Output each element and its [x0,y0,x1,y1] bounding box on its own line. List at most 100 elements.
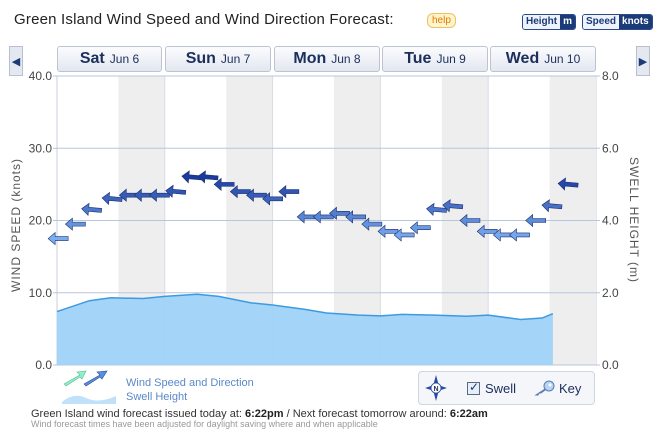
wind-arrow [361,217,383,231]
compass-icon[interactable]: N [424,374,448,402]
wind-arrow [409,221,431,235]
day-date: Jun 7 [220,52,251,66]
wind-arrow [312,210,334,224]
help-link[interactable]: help [427,13,456,28]
wind-arrow [197,170,219,184]
issued-prefix: Green Island wind forecast issued today … [31,408,242,420]
swell-line [56,293,554,321]
wind-arrow [262,192,283,206]
day-date: Jun 6 [109,52,140,66]
y-axis-right-label: SWELL HEIGHT (m) [624,150,644,290]
y-tick-right: 8.0 [602,69,619,83]
day-tab-wed[interactable]: Wed Jun 10 [490,46,596,72]
height-unit-toggle[interactable]: Height m [522,14,577,30]
wind-arrow [278,184,300,199]
y-tick-right: 2.0 [602,286,619,300]
y-tick-left: 20.0 [29,214,53,228]
day-tab-mon[interactable]: Mon Jun 8 [274,46,380,72]
y-axis-left-text: WIND SPEED (knots) [9,157,23,293]
plot-area [56,75,597,366]
day-name: Mon [293,50,327,67]
wind-arrow [557,177,579,191]
swell-toggle[interactable]: ✓ Swell [467,380,517,396]
daylight-saving-note: Wind forecast times have been adjusted f… [31,419,378,429]
wind-arrow [81,202,103,216]
y-axis-right-text: SWELL HEIGHT (m) [627,156,641,284]
wind-arrow [509,228,530,242]
next-time: 6:22am [449,408,488,420]
wind-arrow [118,188,140,202]
key-button[interactable]: Key [533,380,581,396]
day-date: Jun 9 [436,52,466,66]
y-tick-left: 40.0 [29,69,53,83]
speed-unit-label: Speed [583,15,620,29]
y-tick-left: 0.0 [35,358,52,372]
day-tab-tue[interactable]: Tue Jun 9 [382,46,488,72]
night-band [441,76,489,365]
wind-arrow [525,213,547,228]
legend-arrow-light-icon [63,370,87,387]
wind-arrow [64,217,86,231]
wind-arrow [492,228,514,242]
night-band [226,76,273,365]
wind-arrow [47,231,69,246]
legend-swell-swatch [62,395,116,404]
wind-arrow [393,228,415,242]
legend-graphic [62,370,116,404]
swell-checkbox[interactable]: ✓ [467,380,480,395]
right-arrow-icon: ▶ [638,55,648,68]
wind-arrow [541,199,563,213]
night-band [549,76,596,365]
legend-arrow-dark-icon [83,370,108,387]
wind-arrow [426,202,447,216]
day-date: Jun 10 [544,52,581,66]
speed-unit-value: knots [619,15,652,29]
issued-note: Green Island wind forecast issued today … [31,408,488,420]
checkmark-icon: ✓ [469,380,480,394]
next-prefix: / Next forecast tomorrow around: [286,408,447,420]
wind-arrow [442,199,464,213]
day-name: Sat [79,50,105,67]
day-name: Wed [505,50,540,67]
y-tick-right: 4.0 [602,214,619,228]
next-days-button[interactable]: ▶ [636,46,650,76]
height-unit-value: m [560,15,576,29]
key-label: Key [559,380,582,396]
wind-arrow [181,170,203,184]
y-axis-left-label: WIND SPEED (knots) [6,150,26,300]
y-tick-left: 30.0 [29,141,53,155]
night-band [334,76,381,365]
chart-controls [418,371,595,405]
wind-arrow [345,210,366,224]
legend-wind-label: Wind Speed and Direction [126,377,254,389]
y-tick-left: 10.0 [29,286,53,300]
swell-toggle-label: Swell [485,381,517,396]
issued-time: 6:22pm [245,408,284,420]
page-title: Green Island Wind Speed and Wind Directi… [14,11,394,28]
wind-arrow [229,184,251,199]
day-name: Tue [404,50,432,67]
y-tick-right: 6.0 [602,141,619,155]
legend-swell-label: Swell Height [126,391,188,403]
day-name: Sun [185,50,216,67]
day-date: Jun 8 [331,52,361,66]
y-tick-right: 0.0 [602,358,619,372]
swell-area [57,294,553,365]
day-tab-sun[interactable]: Sun Jun 7 [165,46,271,72]
height-unit-label: Height [523,15,561,29]
left-arrow-icon: ◀ [11,55,21,68]
prev-days-button[interactable]: ◀ [9,46,23,76]
wind-arrow [165,184,187,198]
wind-arrow [246,188,267,202]
wind-arrow [101,191,123,206]
wind-arrow [133,188,155,202]
wind-arrow [149,188,170,202]
wind-arrow [377,224,399,238]
speed-unit-toggle[interactable]: Speed knots [582,14,653,30]
wind-arrow [296,210,318,224]
wind-arrow [213,177,235,192]
compass-label: N [433,386,438,393]
day-tab-sat[interactable]: Sat Jun 6 [57,46,162,72]
wind-arrow [476,224,498,238]
wind-arrow [459,213,481,228]
